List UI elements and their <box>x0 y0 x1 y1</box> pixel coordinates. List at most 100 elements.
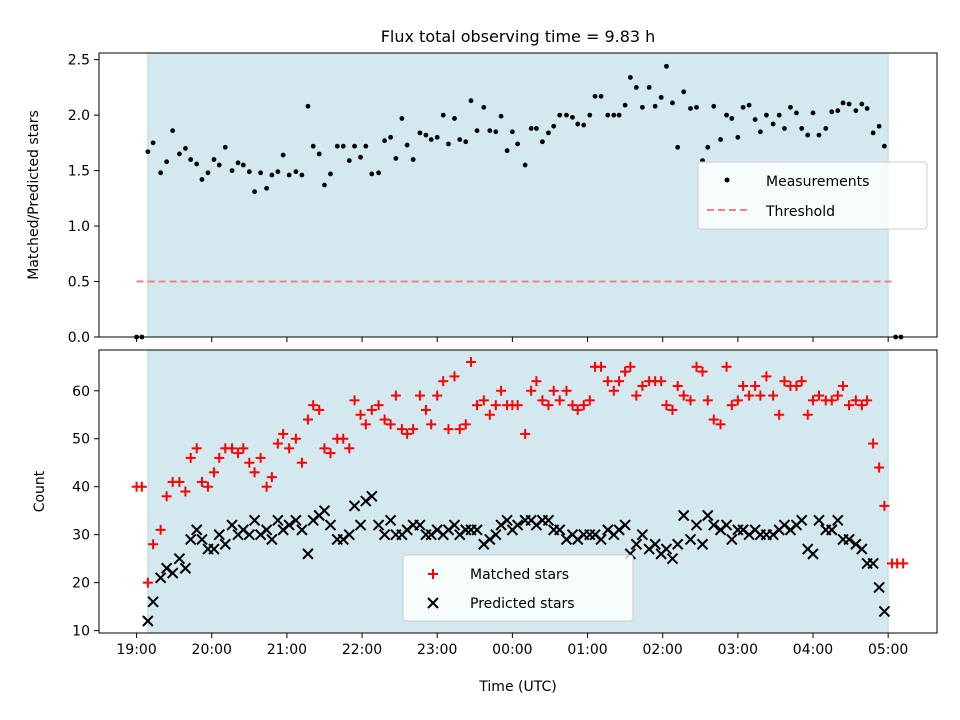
measurement-point <box>286 172 292 178</box>
matched-star-point <box>850 395 861 406</box>
matched-star-point <box>379 414 390 425</box>
measurement-point <box>575 121 581 127</box>
predicted-star-point <box>190 524 203 536</box>
legend-measurements-label: Measurements <box>766 174 869 190</box>
measurement-point <box>235 160 241 166</box>
measurement-point <box>188 157 194 162</box>
measurement-point <box>592 93 598 99</box>
measurement-point <box>316 151 322 157</box>
matched-star-point <box>432 390 443 401</box>
matched-star-point <box>862 395 873 406</box>
measurement-point <box>229 168 235 173</box>
matched-star-point <box>543 400 554 411</box>
measurement-point <box>240 162 246 168</box>
matched-star-point <box>214 452 225 463</box>
measurement-point <box>369 171 375 177</box>
measurement-point <box>788 104 793 110</box>
measurement-point <box>376 170 381 176</box>
matched-star-point <box>266 472 277 483</box>
measurement-point <box>570 114 575 120</box>
counts-panel-frame <box>98 349 938 634</box>
time-x-tick-label: 04:00 <box>793 642 833 658</box>
matched-star-point <box>520 428 531 439</box>
predicted-star-point <box>226 519 238 531</box>
measurement-point <box>222 144 228 150</box>
predicted-star-point <box>630 538 643 550</box>
matched-star-point <box>443 424 454 435</box>
measurement-point <box>810 110 816 116</box>
measurement-point <box>770 121 776 127</box>
measurement-point <box>729 116 735 121</box>
matched-star-point <box>272 438 283 449</box>
predicted-star-point <box>595 533 607 546</box>
time-x-tick-label: 00:00 <box>492 642 532 658</box>
matched-star-point <box>196 476 207 487</box>
matched-star-point <box>390 390 401 401</box>
measurement-point <box>382 138 387 144</box>
measurement-point <box>616 112 622 118</box>
measurement-point <box>740 104 746 110</box>
matched-star-point <box>319 443 330 454</box>
matched-star-point <box>420 404 431 415</box>
measurement-point <box>493 129 499 135</box>
legend-matched-label: Matched stars <box>470 567 569 583</box>
measurement-point <box>340 143 346 149</box>
matched-star-point <box>578 400 589 411</box>
matched-star-point <box>554 395 565 406</box>
matched-star-point <box>608 385 619 396</box>
matched-star-point <box>261 481 272 492</box>
counts-y-tick-label: 20 <box>72 576 90 592</box>
x-axis-label: Time (UTC) <box>478 679 556 695</box>
predicted-star-point <box>690 519 703 531</box>
predicted-star-point <box>843 533 855 546</box>
matched-star-point <box>202 481 213 492</box>
measurement-point <box>504 148 510 154</box>
measurement-point <box>522 162 528 168</box>
matched-star-points <box>131 356 909 588</box>
measurement-point <box>305 103 311 109</box>
matched-star-point <box>826 395 837 406</box>
predicted-star-point <box>248 514 261 526</box>
time-x-tick-label: 23:00 <box>417 642 457 658</box>
measurement-point <box>864 106 870 111</box>
predicted-star-point <box>878 605 891 618</box>
matched-star-point <box>715 419 726 430</box>
measurement-point <box>145 149 151 155</box>
ratio-y-tick-label: 1.0 <box>68 219 90 235</box>
predicted-star-point <box>807 548 819 560</box>
matched-star-point <box>868 438 879 449</box>
matched-star-point <box>796 376 807 387</box>
measurement-point <box>498 113 504 119</box>
measurement-point <box>299 172 305 178</box>
legend-plus-glyph <box>428 569 438 579</box>
measurement-point <box>881 143 887 149</box>
matched-star-point <box>360 419 371 430</box>
predicted-star-point <box>348 500 361 512</box>
measurement-point <box>194 161 200 167</box>
measurement-point <box>799 126 805 131</box>
predicted-star-point <box>490 528 502 541</box>
measurement-point <box>328 171 333 177</box>
measurement-point <box>763 112 769 118</box>
measurement-point <box>393 155 399 161</box>
matched-star-point <box>426 419 437 430</box>
predicted-star-point <box>213 528 225 541</box>
counts-panel: 10 20 30 40 50 60 19:00 20:00 21:00 22:00 23:00 00… <box>32 349 938 695</box>
counts-y-tick-label: 50 <box>72 432 90 448</box>
measurement-point <box>652 103 658 109</box>
counts-y-tick-label: 40 <box>72 480 90 496</box>
matched-star-point <box>249 467 260 478</box>
measurement-point <box>446 141 451 147</box>
predicted-star-point <box>147 596 159 608</box>
matched-star-point <box>874 462 885 473</box>
measurement-point <box>664 63 669 69</box>
predicted-star-points <box>142 490 891 627</box>
measurement-point <box>509 129 515 135</box>
matched-star-point <box>402 428 413 439</box>
measurement-point <box>705 144 711 150</box>
legend-predicted-label: Predicted stars <box>470 596 575 612</box>
measurement-point <box>164 159 170 165</box>
measurement-point <box>334 143 340 149</box>
matched-star-point <box>672 380 683 391</box>
